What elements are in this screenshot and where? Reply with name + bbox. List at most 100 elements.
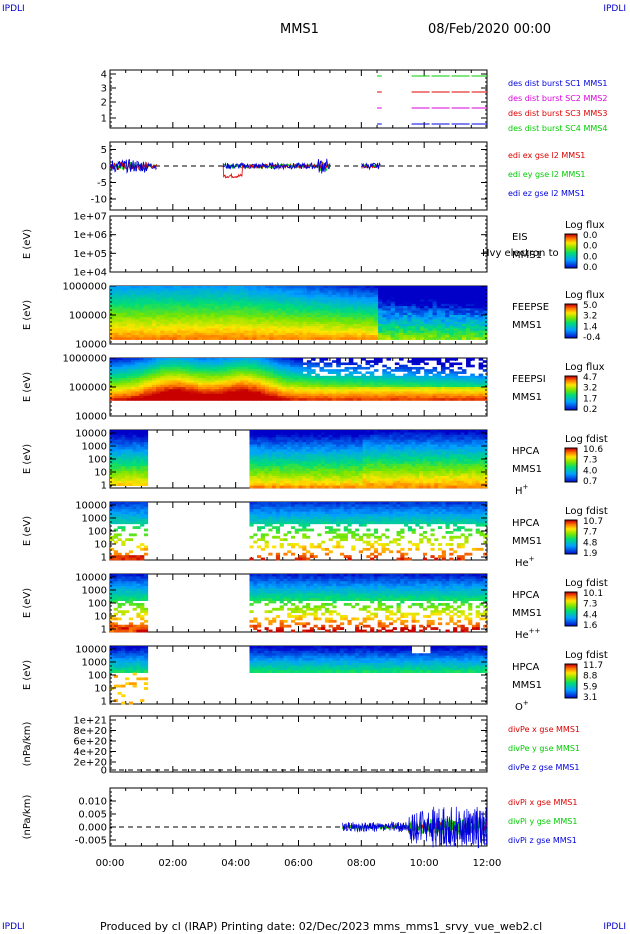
hpca_h-cell [290, 451, 296, 455]
feepsi-cell [110, 373, 115, 377]
feepsi-cell [407, 375, 412, 379]
hpca_h-cell [272, 434, 277, 438]
feepse-cell [466, 306, 471, 309]
feepsi-cell [403, 373, 408, 377]
feepse-cell [344, 310, 350, 314]
feepsi-cell [214, 380, 220, 383]
feepsi-cell [436, 395, 442, 399]
hpca_h-cell [132, 437, 137, 441]
feepsi-cell [419, 387, 425, 390]
feepsi-cell [461, 387, 467, 390]
feepse-cell [172, 335, 178, 338]
feepse-cell [285, 328, 291, 332]
feepse-cell [290, 330, 295, 334]
feepse-cell [197, 332, 203, 336]
feepse-cell [403, 292, 408, 296]
feepse-cell [436, 294, 442, 298]
feepse-cell [177, 328, 182, 332]
eis-cbar-cell [565, 247, 577, 249]
feepse-cell [193, 292, 199, 296]
feepse-cell [223, 315, 228, 318]
feepsi-cell [482, 378, 488, 381]
feepsi-cell [348, 378, 354, 381]
feepsi-cell [340, 398, 345, 401]
feepsi-cell [269, 378, 274, 381]
feepsi-cell [390, 373, 396, 377]
feepsi-cbar-cell [565, 405, 577, 407]
hpca_h-cell [283, 473, 288, 477]
feepsi-cell [185, 362, 190, 366]
feepsi-cell [239, 369, 245, 372]
feepsi-cell [399, 398, 404, 401]
feepsi-cell [114, 391, 119, 395]
feepse-cell [378, 288, 383, 291]
feepse-cell [118, 308, 123, 311]
hpca_h-cell [294, 442, 299, 445]
hpca_h-cell [290, 468, 296, 472]
feepsi-cell [281, 366, 287, 370]
feepse-cell [352, 288, 358, 291]
feepsi-cell [172, 358, 178, 361]
feepse-cell [336, 301, 341, 305]
feepsi-cell [478, 384, 484, 388]
feepsi-cell [273, 387, 278, 390]
feepsi-cell [185, 358, 190, 361]
feepsi-cell [424, 389, 429, 392]
hpca_h-cell [121, 471, 126, 474]
feepsi-cell [457, 362, 463, 366]
feepse-cell [118, 317, 123, 320]
feepse-cell [260, 301, 266, 305]
hpca_h-cell [298, 430, 303, 433]
feepse-cell [482, 303, 488, 307]
feepse-cell [478, 335, 484, 338]
feepse-cell [332, 330, 337, 334]
feepse-cell [147, 328, 153, 332]
feepse-cell [357, 328, 362, 332]
feepsi-cell [394, 369, 400, 372]
hpca_h-cell [136, 430, 141, 433]
feepse-cell [218, 317, 224, 320]
feepse-cell [365, 310, 371, 314]
feepsi-cell [181, 391, 186, 395]
feepsi-cell [110, 391, 115, 395]
feepsi-cell [143, 364, 149, 368]
feepse-cell [260, 315, 266, 318]
feepsi-cell [126, 380, 132, 383]
feepse-cell [143, 335, 149, 338]
feepsi-cell [164, 371, 170, 375]
feepsi-cell [143, 375, 149, 379]
feepsi-cell [411, 398, 417, 401]
feepsi-cell [306, 362, 312, 366]
feepsi-cell [277, 362, 283, 366]
feepse-cell [118, 337, 123, 340]
feepsi-cell [394, 366, 400, 370]
hpca_h-cell [272, 454, 277, 457]
feepsi-cell [172, 373, 178, 377]
feepse-cell [156, 301, 161, 305]
feepse-cell [143, 299, 149, 303]
feepse-cell [327, 288, 333, 291]
feepse-cell [151, 306, 157, 309]
hpca_h-cell [125, 475, 130, 479]
feepse-cell [210, 286, 216, 289]
feepsi-cell [315, 387, 320, 390]
feepse-cell [336, 290, 341, 294]
feepsi-cell [327, 398, 333, 401]
feepsi-cell [461, 375, 467, 379]
feepsi-cell [273, 382, 278, 386]
feepse-cell [114, 286, 119, 289]
feepse-cell [256, 328, 262, 332]
feepse-cell [164, 315, 170, 318]
feepse-cell [294, 303, 299, 307]
feepsi-cell [227, 391, 232, 395]
eis-cbar-cell [565, 238, 577, 240]
feepsi-cell [231, 387, 237, 390]
feepse-cell [457, 321, 463, 325]
feepsi-cell [206, 398, 211, 401]
feepse-cell [319, 317, 325, 320]
feepsi-cell [340, 369, 345, 372]
feepsi-cell [315, 364, 320, 368]
feepsi-cell [273, 395, 278, 399]
feepsi-cell [449, 393, 454, 397]
feepse-cell [428, 306, 433, 309]
